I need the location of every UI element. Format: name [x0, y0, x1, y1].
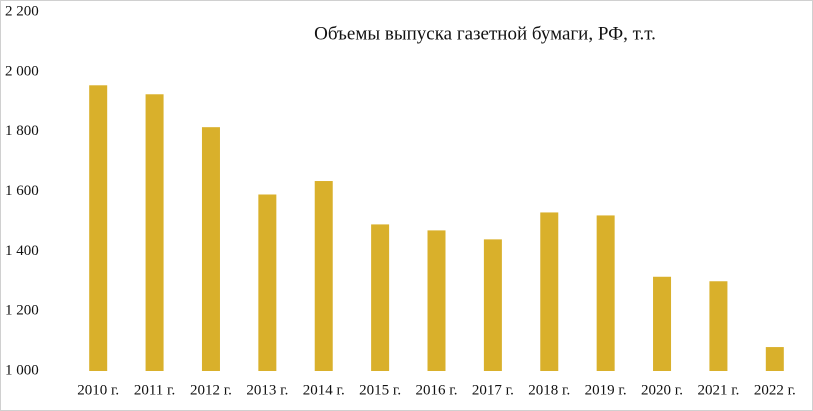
bar [596, 215, 615, 371]
x-tick-label: 2015 г. [359, 382, 401, 398]
bar [89, 85, 108, 371]
bar [258, 194, 277, 371]
y-tick-label: 1 400 [5, 243, 39, 259]
x-tick-label: 2016 г. [416, 382, 458, 398]
y-tick-label: 1 200 [5, 303, 39, 319]
bar [145, 94, 164, 371]
x-tick-label: 2014 г. [303, 382, 345, 398]
bar [371, 224, 390, 371]
y-tick-label: 1 800 [5, 123, 39, 139]
x-tick-label: 2011 г. [134, 382, 175, 398]
x-tick-label: 2021 г. [697, 382, 739, 398]
bar [483, 239, 502, 371]
bar [427, 230, 446, 371]
y-tick-label: 1 000 [5, 362, 39, 378]
bar [765, 347, 784, 371]
bar [653, 276, 672, 371]
x-tick-label: 2018 г. [528, 382, 570, 398]
y-tick-label: 2 000 [5, 63, 39, 79]
x-tick-label: 2019 г. [585, 382, 627, 398]
y-tick-label: 2 200 [5, 3, 39, 19]
x-tick-label: 2012 г. [190, 382, 232, 398]
bar [709, 281, 728, 371]
x-tick-label: 2022 г. [754, 382, 796, 398]
bar [314, 181, 333, 371]
x-tick-label: 2020 г. [641, 382, 683, 398]
bar [201, 127, 220, 371]
bar [540, 212, 559, 371]
x-tick-label: 2017 г. [472, 382, 514, 398]
y-tick-label: 1 600 [5, 183, 39, 199]
chart-title: Объемы выпуска газетной бумаги, РФ, т.т. [314, 23, 656, 44]
x-tick-label: 2013 г. [246, 382, 288, 398]
x-tick-label: 2010 г. [77, 382, 119, 398]
